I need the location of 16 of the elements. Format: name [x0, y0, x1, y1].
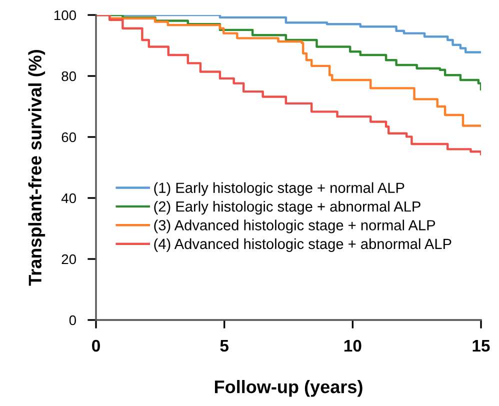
x-tick-label: 5 [220, 340, 229, 352]
y-tick-label: 80 [62, 71, 76, 82]
legend-label: (2) Early histologic stage + abnormal ALP [154, 200, 420, 215]
y-tick-label: 40 [61, 193, 76, 204]
legend-label: (1) Early histologic stage + normal ALP [154, 182, 404, 196]
y-tick-label: 100 [54, 10, 76, 20]
legend-label: (3) Advanced histologic stage + normal ALP [154, 220, 436, 234]
x-axis-title: Follow-up (years) [214, 380, 362, 397]
legend-label: (4) Advanced histologic stage + abnormal ALP [154, 238, 452, 252]
y-tick-label: 0 [69, 315, 76, 326]
y-tick-label: 20 [62, 254, 76, 264]
x-tick-label: 15 [472, 340, 490, 352]
y-axis-title: Transplant-free survival (%) [28, 50, 46, 286]
x-tick-label: 10 [344, 340, 362, 352]
x-tick-label: 0 [92, 340, 100, 352]
y-tick-label: 60 [62, 132, 76, 142]
